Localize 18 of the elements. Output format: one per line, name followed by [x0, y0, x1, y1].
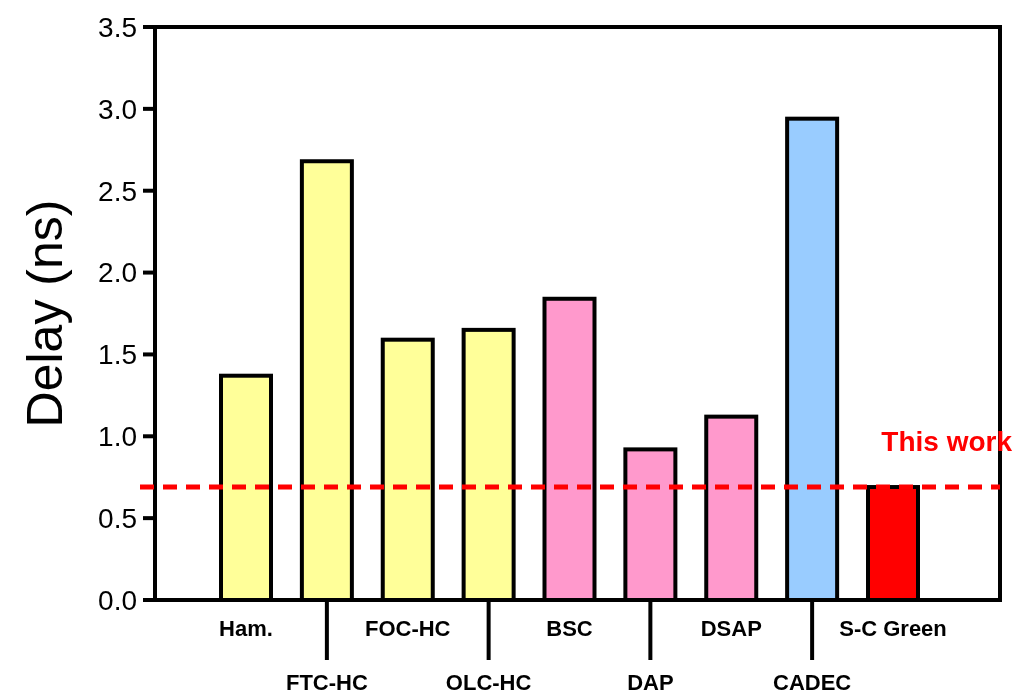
x-tick-label: Ham. [219, 616, 273, 641]
y-tick-label: 3.5 [98, 11, 137, 43]
x-tick-label: CADEC [773, 670, 852, 695]
y-tick-label: 0.5 [98, 502, 137, 534]
y-tick-label: 1.0 [98, 421, 137, 453]
x-tick-label: FOC-HC [364, 616, 451, 641]
x-tick-label: S-C Green [839, 616, 947, 641]
y-axis-title: Delay (ns) [17, 199, 73, 428]
y-tick-label: 3.0 [98, 93, 137, 125]
y-tick-label: 2.5 [98, 175, 137, 207]
x-tick-label: FTC-HC [285, 670, 368, 695]
x-tick-label: DSAP [700, 616, 762, 641]
y-tick-label: 0.0 [98, 584, 137, 616]
y-tick-label: 2.0 [98, 257, 137, 289]
x-tick-label: BSC [546, 616, 593, 641]
x-tick-label: DAP [627, 670, 674, 695]
y-tick-label: 1.5 [98, 339, 137, 371]
x-tick-label: OLC-HC [445, 670, 532, 695]
